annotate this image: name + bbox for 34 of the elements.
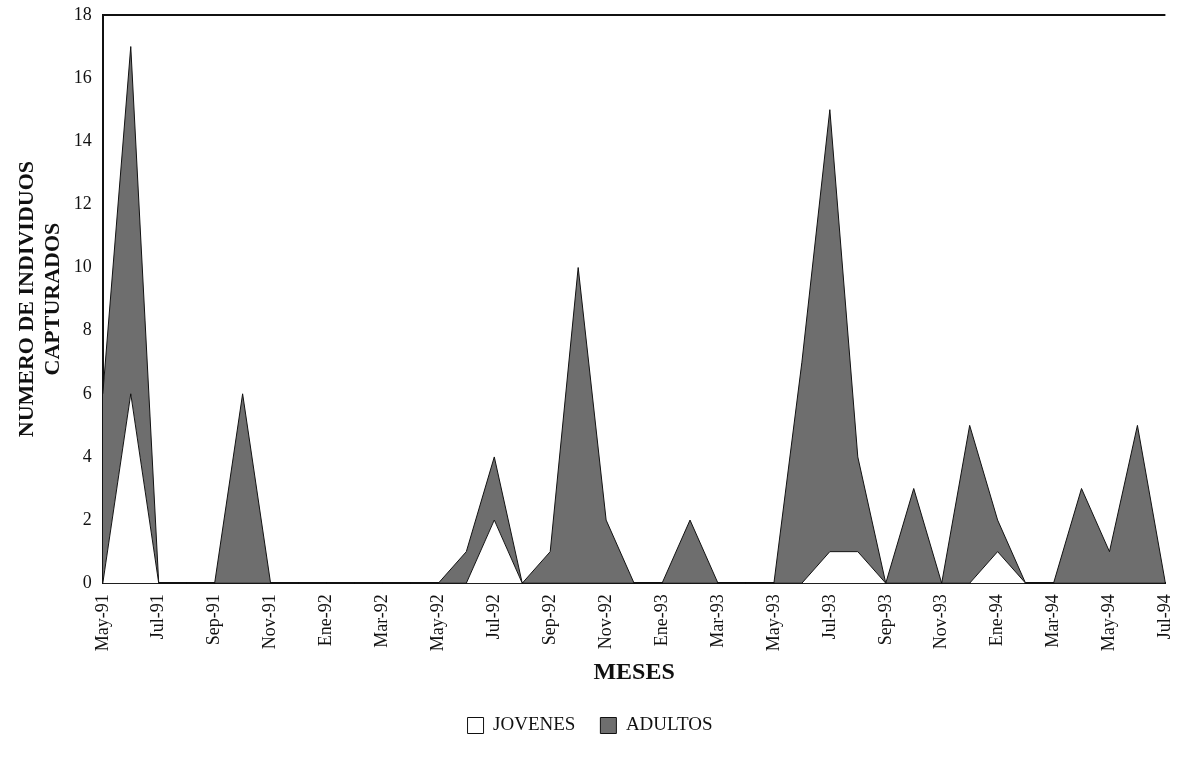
y-tick-label: 10: [73, 256, 92, 277]
x-tick-label: Sep-92: [538, 594, 559, 646]
y-tick-label: 4: [82, 445, 92, 466]
y-tick-label: 18: [73, 3, 92, 24]
legend-label: ADULTOS: [625, 713, 713, 735]
y-tick-label: 14: [73, 130, 92, 150]
x-tick-label: Mar-92: [371, 594, 392, 648]
x-tick-label: Jul-94: [1154, 594, 1175, 640]
x-tick-label: May-93: [762, 594, 783, 652]
x-axis-title: MESES: [593, 657, 675, 684]
y-tick-label: 0: [82, 571, 92, 592]
x-tick-label: Nov-92: [594, 594, 615, 650]
x-tick-label: Sep-93: [874, 594, 895, 646]
x-tick-label: Ene-92: [315, 594, 336, 647]
x-tick-label: May-91: [91, 594, 112, 652]
y-axis-title: NUMERO DE INDIVIDUOS CAPTURADOS: [12, 160, 65, 438]
y-tick-label: 2: [82, 508, 92, 529]
y-tick-label: 12: [73, 193, 92, 214]
y-tick-label: 8: [82, 319, 92, 340]
x-tick-label: May-94: [1098, 594, 1119, 652]
x-tick-label: Ene-94: [986, 594, 1007, 647]
x-tick-label: Sep-91: [203, 594, 224, 646]
x-tick-label: Ene-93: [650, 594, 671, 647]
x-tick-label: Mar-93: [706, 594, 727, 648]
x-tick-label: Jul-92: [483, 594, 504, 640]
y-tick-label: 6: [82, 382, 92, 403]
x-tick-label: Mar-94: [1042, 594, 1063, 648]
x-tick-label: Nov-91: [259, 594, 280, 650]
x-tick-label: Jul-91: [147, 594, 168, 640]
x-tick-label: Nov-93: [930, 594, 951, 650]
legend-label: JOVENES: [493, 713, 576, 735]
x-tick-label: May-92: [427, 594, 448, 652]
x-tick-label: Jul-93: [818, 594, 839, 640]
y-tick-label: 16: [73, 66, 92, 87]
